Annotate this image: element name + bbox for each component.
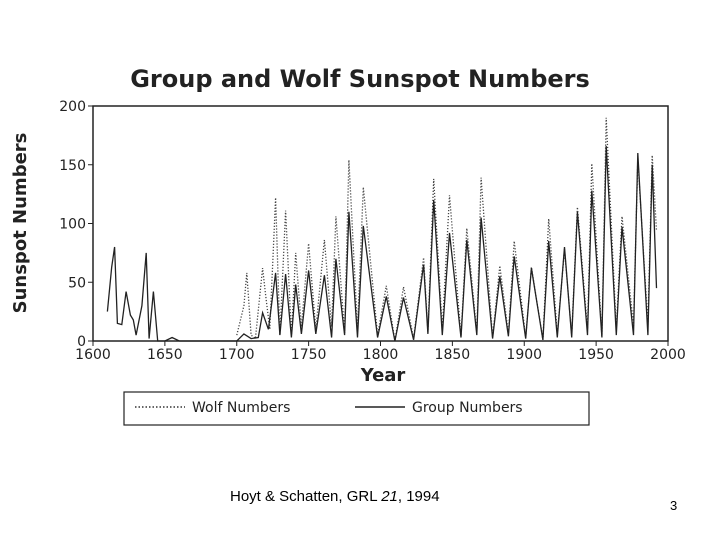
slide-number: 3 [670,498,678,513]
citation: Hoyt & Schatten, GRL 21, 1994 [230,488,440,505]
x-tick-label: 1650 [147,347,183,363]
x-tick-label: 2000 [650,347,686,363]
x-tick-label: 1700 [219,347,255,363]
x-tick-label: 1900 [506,347,542,363]
axis-ticks: 1600 1650 1700 1750 1800 1850 1900 1950 2000 0 50 1… [59,99,686,363]
x-tick-label: 1850 [435,347,471,363]
citation-suffix: , 1994 [397,488,440,505]
y-tick-label: 50 [68,275,86,291]
x-tick-label: 1950 [578,347,614,363]
x-axis-label: Year [360,365,406,386]
y-tick-label: 200 [59,99,86,115]
y-tick-label: 0 [77,334,86,350]
plot-frame [92,105,669,342]
x-tick-label: 1600 [75,347,111,363]
chart-title: Group and Wolf Sunspot Numbers [130,65,590,93]
legend-wolf-label: Wolf Numbers [192,400,290,416]
group-numbers-line [106,145,658,342]
y-tick-label: 100 [59,217,86,233]
wolf-numbers-line [236,117,658,342]
y-axis-label: Sunspot Numbers [10,133,31,314]
series-group [106,117,658,342]
citation-volume: 21 [381,488,398,505]
legend-box [123,391,590,426]
legend-group-label: Group Numbers [412,400,523,416]
x-tick-label: 1750 [291,347,327,363]
x-tick-label: 1800 [363,347,399,363]
citation-prefix: Hoyt & Schatten, GRL [230,488,382,505]
y-tick-label: 150 [59,158,86,174]
